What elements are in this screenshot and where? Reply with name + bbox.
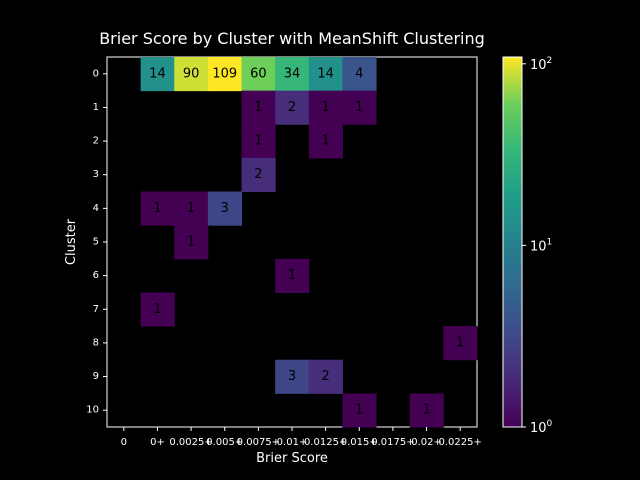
cell-value-label: 1 bbox=[321, 134, 329, 149]
cell-value-label: 1 bbox=[153, 302, 161, 317]
x-tick-label: 0.0025+ bbox=[169, 437, 212, 448]
heatmap-cell bbox=[140, 292, 175, 327]
cell-value-label: 2 bbox=[321, 369, 329, 384]
heatmap-cell bbox=[342, 393, 377, 428]
cell-value-label: 34 bbox=[284, 66, 301, 81]
heatmap-cell bbox=[241, 57, 276, 92]
heatmap-cell bbox=[241, 124, 276, 159]
y-axis-label: Cluster bbox=[64, 218, 79, 265]
chart-title: Brier Score by Cluster with MeanShift Cl… bbox=[99, 29, 485, 48]
colorbar-ticks: 100 101 102 bbox=[522, 56, 553, 436]
cell-value-label: 14 bbox=[317, 66, 334, 81]
cell-value-label: 1 bbox=[321, 100, 329, 115]
heatmap-cell bbox=[308, 124, 343, 159]
x-tick-label: 0+ bbox=[150, 437, 165, 448]
cells-layer: 14 90 109 60 34 14 4 1 2 1 1 1 1 2 1 1 3 1 1 1 1 3 2 1 1 bbox=[140, 57, 478, 428]
cell-value-label: 2 bbox=[254, 167, 262, 182]
heatmap-cell bbox=[443, 326, 478, 361]
cell-value-label: 1 bbox=[153, 201, 161, 216]
x-tick-label: 0.02+ bbox=[411, 437, 442, 448]
x-tick-label: 0.015+ bbox=[341, 437, 378, 448]
y-tick-label: 3 bbox=[93, 169, 99, 180]
y-tick-label: 6 bbox=[93, 270, 99, 281]
cell-value-label: 60 bbox=[250, 66, 267, 81]
x-axis-ticks: 0 0+ 0.0025+0.005+0.0075+0.01+0.0125+0.015… bbox=[121, 427, 482, 448]
y-tick-label: 2 bbox=[93, 136, 99, 147]
heatmap-cell bbox=[207, 191, 243, 226]
y-tick-label: 1 bbox=[93, 102, 99, 113]
cell-value-label: 1 bbox=[187, 235, 195, 250]
cell-value-label: 90 bbox=[183, 66, 200, 81]
cell-value-label: 3 bbox=[288, 369, 296, 384]
heatmap-cell bbox=[207, 57, 243, 92]
heatmap-cell bbox=[342, 90, 377, 125]
y-axis-ticks: 0 1 2 3 4 5 6 7 8 9 10 bbox=[86, 68, 107, 416]
cell-value-label: 3 bbox=[221, 201, 229, 216]
cell-value-label: 109 bbox=[212, 66, 237, 81]
heatmap-cell bbox=[241, 157, 276, 193]
cell-value-label: 1 bbox=[288, 268, 296, 283]
x-tick-label: 0.0125+ bbox=[304, 437, 347, 448]
colorbar bbox=[502, 56, 523, 428]
heatmap-cell bbox=[275, 90, 310, 125]
y-tick-label: 7 bbox=[93, 304, 99, 315]
x-tick-label: 0.005+ bbox=[206, 437, 243, 448]
colorbar-tick-label: 102 bbox=[530, 56, 552, 73]
x-tick-label: 0.0225+ bbox=[438, 437, 481, 448]
x-tick-label: 0.0075+ bbox=[237, 437, 280, 448]
x-tick-label: 0.01+ bbox=[277, 437, 308, 448]
heatmap-cell bbox=[174, 57, 209, 92]
x-axis-label: Brier Score bbox=[256, 451, 328, 466]
colorbar-tick-label: 100 bbox=[530, 419, 553, 436]
heatmap-cell bbox=[409, 393, 444, 428]
cell-value-label: 1 bbox=[355, 403, 363, 418]
heatmap-cell bbox=[174, 191, 209, 226]
cell-value-label: 1 bbox=[422, 403, 430, 418]
y-tick-label: 9 bbox=[93, 371, 99, 382]
cell-value-label: 1 bbox=[355, 100, 363, 115]
cell-value-label: 1 bbox=[187, 201, 195, 216]
x-tick-label: 0.0175+ bbox=[371, 437, 414, 448]
heatmap-cell bbox=[342, 57, 377, 92]
heatmap-cell bbox=[140, 57, 175, 92]
heatmap-cell bbox=[174, 225, 209, 260]
cell-value-label: 1 bbox=[456, 335, 464, 350]
cell-value-label: 14 bbox=[149, 66, 166, 81]
y-tick-label: 10 bbox=[86, 405, 99, 416]
heatmap-cell bbox=[140, 191, 175, 226]
heatmap-cell bbox=[308, 359, 343, 394]
x-tick-label: 0 bbox=[121, 437, 127, 448]
heatmap-cell bbox=[275, 57, 310, 92]
heatmap-cell bbox=[275, 258, 310, 293]
colorbar-tick-label: 101 bbox=[530, 237, 552, 254]
cell-value-label: 2 bbox=[288, 100, 296, 115]
y-tick-label: 4 bbox=[93, 203, 99, 214]
y-tick-label: 0 bbox=[93, 68, 99, 79]
heatmap-cell bbox=[275, 359, 310, 394]
heatmap-cell bbox=[308, 57, 343, 92]
heatmap-cell bbox=[308, 90, 343, 125]
cell-value-label: 1 bbox=[254, 134, 262, 149]
heatmap-cell bbox=[241, 90, 276, 125]
y-tick-label: 8 bbox=[93, 337, 99, 348]
cell-value-label: 1 bbox=[254, 100, 262, 115]
y-tick-label: 5 bbox=[93, 237, 99, 248]
cell-value-label: 4 bbox=[355, 66, 363, 81]
